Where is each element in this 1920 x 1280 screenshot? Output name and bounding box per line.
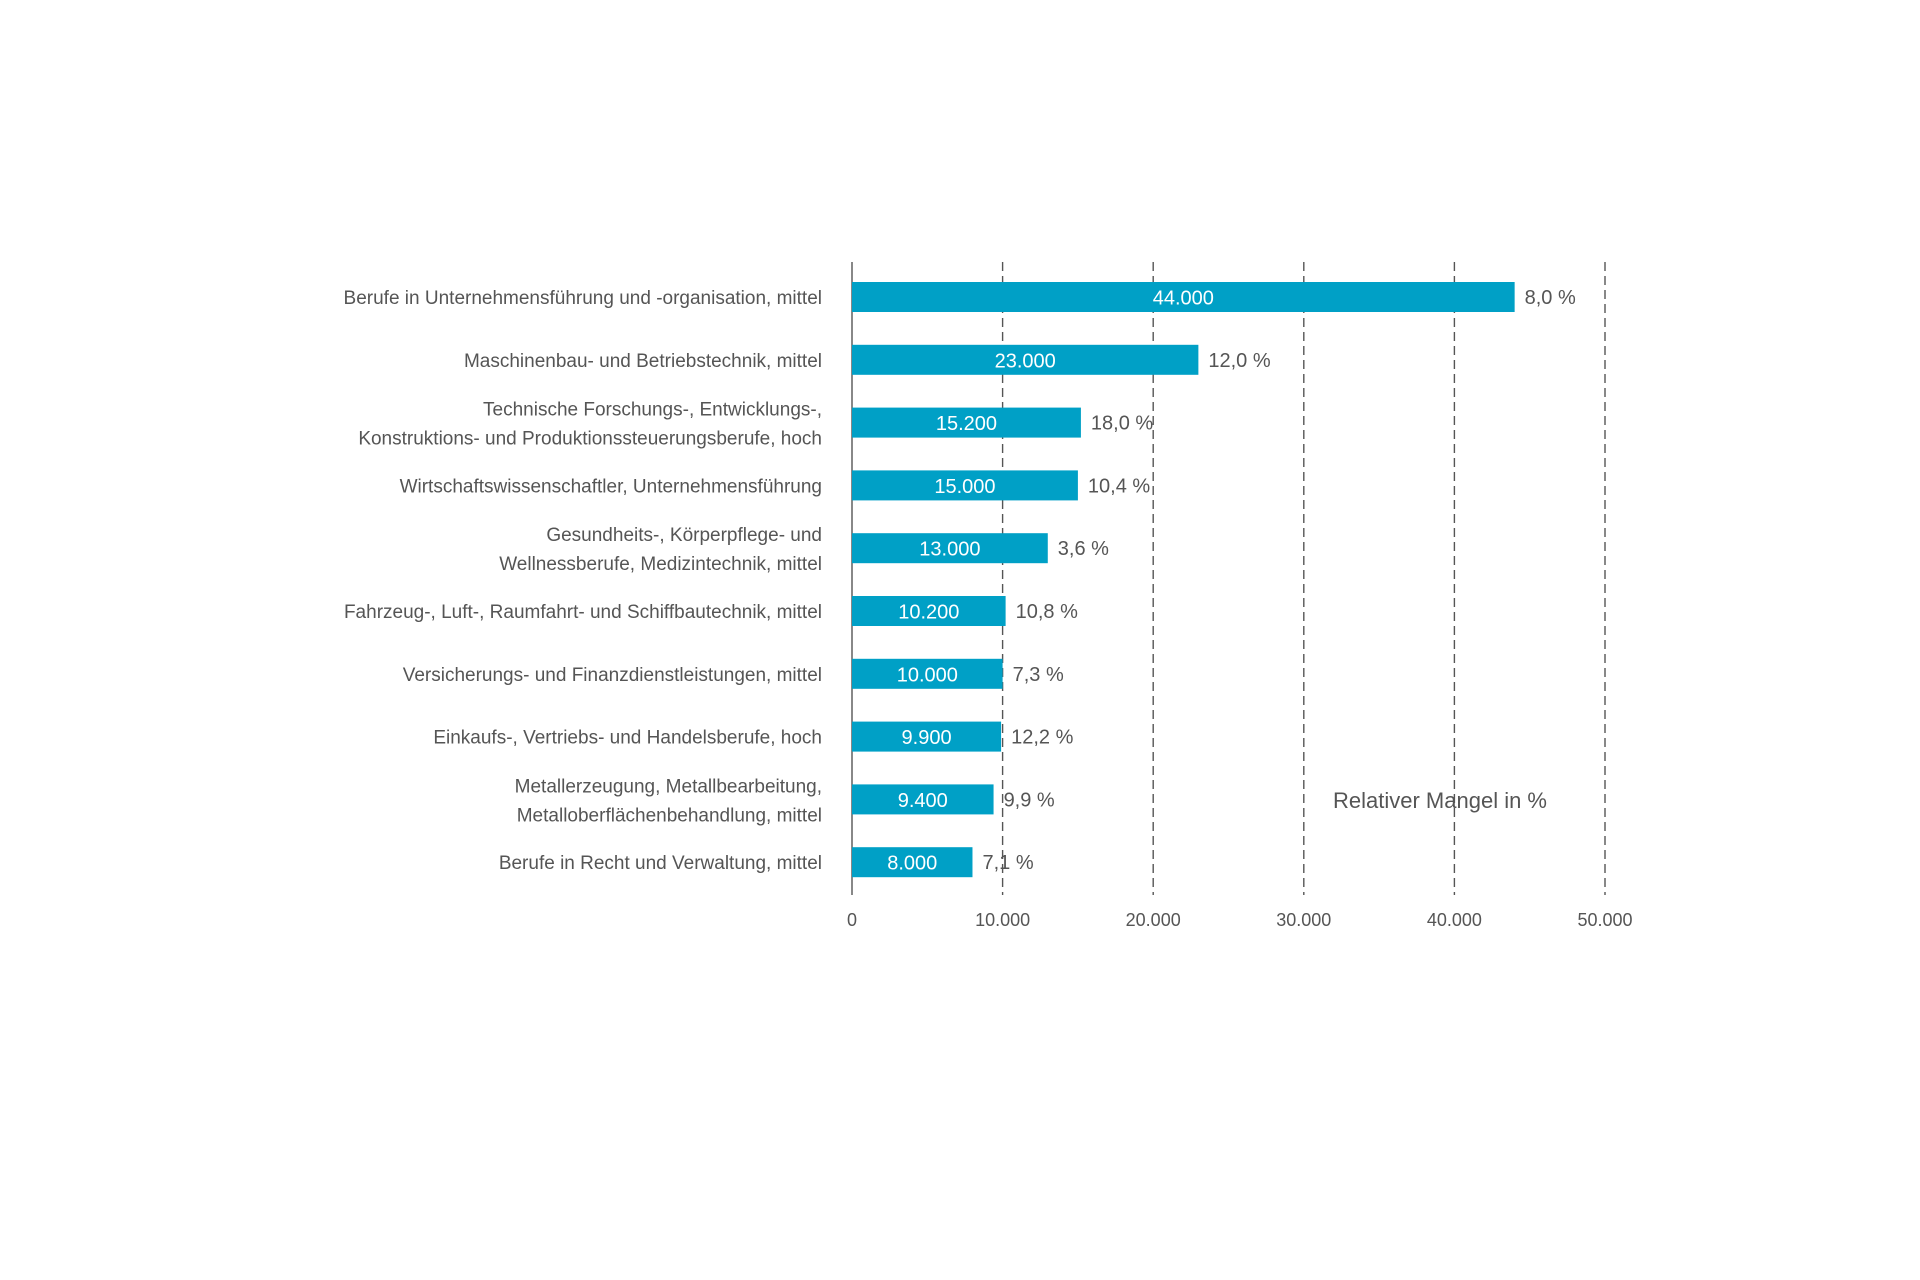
x-tick-label: 40.000 [1427, 910, 1482, 930]
category-label-line: Metalloberflächenbehandlung, mittel [517, 805, 822, 826]
bars: 44.000 8,0 % 23.000 12,0 % 15.200 18,0 % 15.00… [852, 282, 1576, 878]
bar [852, 407, 1081, 438]
bar [852, 533, 1048, 564]
relative-shortage-legend: Relativer Mangel in % [1333, 788, 1547, 813]
x-tick-label: 20.000 [1126, 910, 1181, 930]
bar [852, 658, 1003, 689]
category-label: Fahrzeug-, Luft-, Raumfahrt- und Schiffb… [344, 602, 822, 623]
x-tick-label: 30.000 [1276, 910, 1331, 930]
x-axis-ticks: 0 10.000 20.000 30.000 40.000 50.000 [847, 910, 1633, 930]
relative-shortage-label: 10,4 % [1088, 475, 1150, 497]
x-tick-label: 0 [847, 910, 857, 930]
bar-value-label: 9.400 [898, 790, 948, 812]
relative-shortage-label: 8,0 % [1525, 287, 1576, 309]
category-label-line: Gesundheits-, Körperpflege- und [546, 525, 822, 546]
bar [852, 596, 1006, 626]
relative-shortage-label: 7,1 % [982, 852, 1033, 874]
category-labels: Berufe in Unternehmensführung und -organ… [344, 288, 822, 874]
relative-shortage-label: 18,0 % [1091, 413, 1153, 435]
category-label: Metallerzeugung, Metallbearbeitung, Metal… [515, 776, 822, 826]
bar [852, 282, 1515, 312]
x-tick-label: 10.000 [975, 910, 1030, 930]
category-label-line: Metallerzeugung, Metallbearbeitung, [515, 776, 822, 797]
relative-shortage-label: 7,3 % [1013, 664, 1064, 686]
category-label: Wirtschaftswissenschaftler, Unternehmens… [400, 476, 822, 497]
category-label: Versicherungs- und Finanzdienstleistunge… [403, 665, 822, 686]
bar [852, 721, 1002, 752]
bar-value-label: 15.200 [936, 413, 997, 435]
bar-value-label: 10.000 [897, 664, 958, 686]
bar-value-label: 15.000 [934, 476, 995, 498]
bar-value-label: 13.000 [919, 539, 980, 561]
x-tick-label: 50.000 [1577, 910, 1632, 930]
bar-value-label: 9.900 [902, 727, 952, 749]
relative-shortage-label: 10,8 % [1016, 601, 1078, 623]
category-label: Berufe in Recht und Verwaltung, mittel [499, 853, 822, 874]
category-label: Berufe in Unternehmensführung und -organ… [344, 288, 822, 309]
relative-shortage-label: 3,6 % [1058, 538, 1109, 560]
category-label-line: Wellnessberufe, Medizintechnik, mittel [499, 554, 822, 575]
bar-value-label: 44.000 [1153, 288, 1214, 310]
relative-shortage-label: 12,0 % [1208, 350, 1270, 372]
category-label-line: Konstruktions- und Produktionssteuerungs… [358, 429, 822, 450]
bar-value-label: 23.000 [995, 350, 1056, 372]
relative-shortage-label: 12,2 % [1011, 727, 1073, 749]
category-label: Gesundheits-, Körperpflege- und Wellnessb… [499, 525, 822, 575]
category-label: Technische Forschungs-, Entwicklungs-, Ko… [358, 400, 822, 450]
bar [852, 470, 1078, 501]
category-label: Einkaufs-, Vertriebs- und Handelsberufe,… [433, 728, 822, 749]
bar [852, 344, 1199, 375]
bar [852, 784, 994, 815]
category-label: Maschinenbau- und Betriebstechnik, mitte… [464, 351, 822, 372]
bar [852, 847, 973, 878]
bar-value-label: 10.200 [898, 602, 959, 624]
relative-shortage-label: 9,9 % [1004, 789, 1055, 811]
category-label-line: Technische Forschungs-, Entwicklungs-, [483, 400, 822, 421]
bar-value-label: 8.000 [887, 853, 937, 875]
